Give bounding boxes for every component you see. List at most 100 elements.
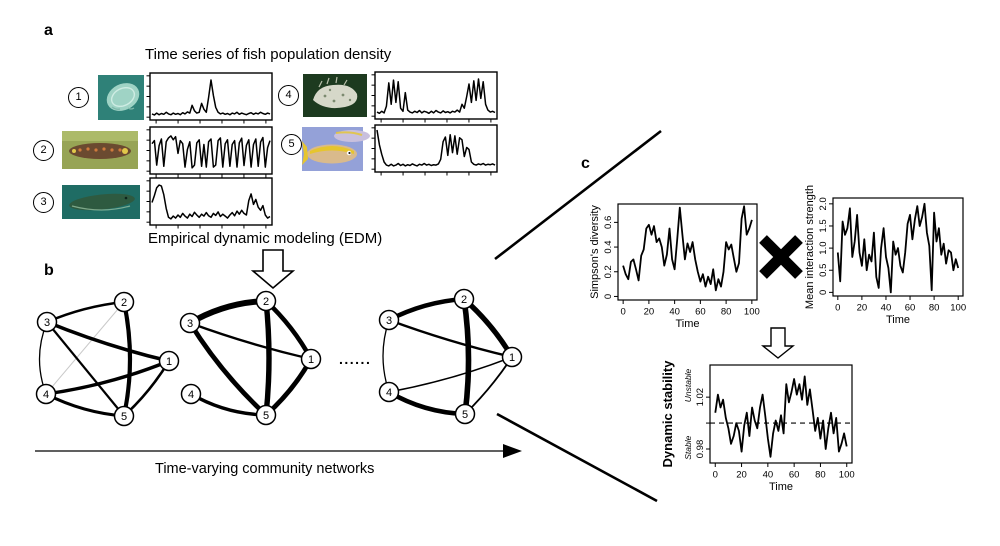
fish-photo-3 xyxy=(62,185,140,219)
y-tick-label: 0 xyxy=(603,294,614,299)
series-line xyxy=(376,129,496,167)
x-tick-label: 40 xyxy=(881,303,892,314)
x-tick-label: 60 xyxy=(695,307,706,318)
panel-b-caption: Time-varying community networks xyxy=(155,461,375,477)
stability-zone-label: Unstable xyxy=(683,368,693,402)
network-edge-3-5 xyxy=(187,321,268,417)
bottom-diagonal-divider xyxy=(496,412,658,503)
network-node-label: 4 xyxy=(188,389,194,401)
x-tick-label: 40 xyxy=(763,470,774,481)
network-node-1 xyxy=(501,346,523,368)
fish-number-badge-4: 4 xyxy=(278,85,299,106)
network-node-label: 4 xyxy=(386,387,392,399)
x-axis-label: Time xyxy=(769,481,793,493)
plot-box xyxy=(617,203,758,301)
edm-down-arrow-icon xyxy=(250,249,296,290)
fish-photo-5 xyxy=(302,127,370,171)
network-node-2 xyxy=(113,291,135,313)
network-node-5 xyxy=(255,404,277,426)
network-node-4 xyxy=(35,383,57,405)
network-node-1 xyxy=(158,350,180,372)
y-tick-label: 1.5 xyxy=(818,219,829,232)
series-line xyxy=(376,78,496,115)
y-tick-label: 1.02 xyxy=(695,388,706,407)
x-tick-label: 100 xyxy=(950,303,966,314)
y-tick-label: 0 xyxy=(818,290,829,295)
series-line xyxy=(836,202,960,294)
network-node-3 xyxy=(179,312,201,334)
network-node-4 xyxy=(180,383,202,405)
network-node-label: 3 xyxy=(44,317,50,329)
x-tick-label: 20 xyxy=(736,470,747,481)
network-node-label: 4 xyxy=(43,389,49,401)
y-tick-label: 0.5 xyxy=(818,264,829,277)
top-diagonal-divider xyxy=(494,129,662,261)
network-node-label: 3 xyxy=(187,318,193,330)
network-node-label: 3 xyxy=(386,315,392,327)
y-tick-label: 2.0 xyxy=(818,197,829,210)
network-node-4 xyxy=(378,381,400,403)
panel-c-down-arrow-icon xyxy=(761,327,795,359)
network-edge-4-1 xyxy=(45,359,170,396)
network-node-5 xyxy=(454,403,476,425)
fish-number-badge-1: 1 xyxy=(68,87,89,108)
series-line xyxy=(151,135,271,169)
network-node-label: 5 xyxy=(263,410,269,422)
multiply-icon xyxy=(759,235,803,279)
network-node-label: 1 xyxy=(308,354,314,366)
network-edge-3-1 xyxy=(388,318,513,359)
series-line xyxy=(151,79,271,116)
network-node-3 xyxy=(378,309,400,331)
plot-box xyxy=(709,364,853,464)
network-node-1 xyxy=(300,348,322,370)
timeseries-plot-4 xyxy=(371,71,498,123)
stability-zone-label: Stable xyxy=(683,435,693,459)
x-tick-label: 0 xyxy=(620,307,625,318)
timeseries-plot-2 xyxy=(146,126,273,178)
fish-number-badge-2: 2 xyxy=(33,140,54,161)
fish-number-badge-5: 5 xyxy=(281,134,302,155)
network-node-5 xyxy=(113,405,135,427)
x-tick-label: 100 xyxy=(744,307,760,318)
y-tick-label: 0.4 xyxy=(603,240,614,253)
network-node-3 xyxy=(36,311,58,333)
network-node-label: 1 xyxy=(166,356,172,368)
panel-a-title: Time series of fish population density xyxy=(145,46,392,63)
series-line xyxy=(151,184,271,220)
x-tick-label: 100 xyxy=(839,470,855,481)
network-node-2 xyxy=(453,288,475,310)
x-tick-label: 0 xyxy=(835,303,840,314)
panel-b-label: b xyxy=(44,262,54,279)
network-edge-3-1 xyxy=(189,321,312,361)
y-axis-label: Simpson's diversity xyxy=(589,205,601,299)
network-node-label: 2 xyxy=(461,294,467,306)
plot-box xyxy=(832,197,964,297)
timeseries-plot-1 xyxy=(146,72,273,124)
network-node-label: 2 xyxy=(263,296,269,308)
x-tick-label: 80 xyxy=(721,307,732,318)
x-tick-label: 60 xyxy=(905,303,916,314)
y-tick-label: 0.6 xyxy=(603,216,614,229)
network-time-n: 2 3 1 4 5 xyxy=(378,288,523,425)
panel-a-label: a xyxy=(44,22,53,39)
x-axis-label: Time xyxy=(675,318,699,330)
x-tick-label: 80 xyxy=(815,470,826,481)
x-tick-label: 20 xyxy=(644,307,655,318)
network-node-label: 5 xyxy=(462,409,468,421)
network-edge-3-1 xyxy=(46,320,170,363)
timeseries-plot-3 xyxy=(146,177,273,229)
series-line xyxy=(714,375,848,458)
x-tick-label: 20 xyxy=(857,303,868,314)
x-axis-label: Time xyxy=(886,314,910,326)
y-tick-label: 0.98 xyxy=(695,440,706,459)
fish-photo-4 xyxy=(303,74,367,117)
y-axis-label: Dynamic stability xyxy=(660,360,675,468)
x-tick-label: 40 xyxy=(669,307,680,318)
edm-label: Empirical dynamic modeling (EDM) xyxy=(148,230,383,247)
network-node-label: 1 xyxy=(509,352,515,364)
network-time-1: 2 3 1 4 5 xyxy=(35,291,180,427)
